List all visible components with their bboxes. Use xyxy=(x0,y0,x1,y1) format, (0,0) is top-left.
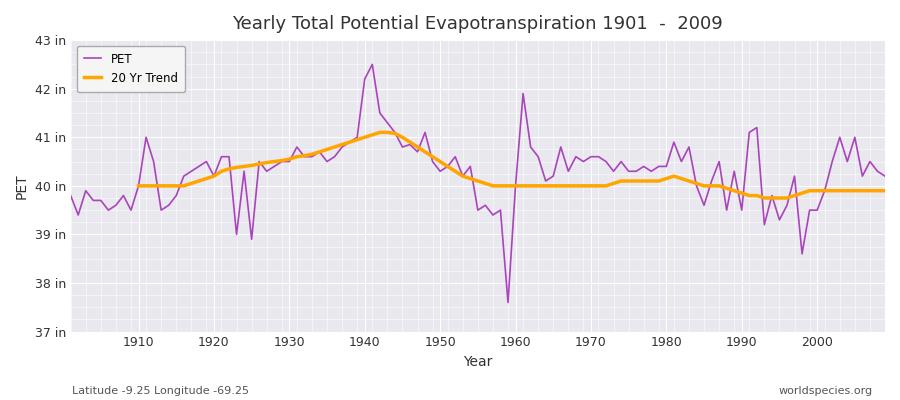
PET xyxy=(292,144,302,149)
PET xyxy=(502,300,513,305)
PET xyxy=(126,208,137,212)
Line: 20 Yr Trend: 20 Yr Trend xyxy=(139,132,885,198)
20 Yr Trend xyxy=(759,196,769,200)
PET xyxy=(367,62,378,67)
Line: PET: PET xyxy=(71,64,885,302)
Text: worldspecies.org: worldspecies.org xyxy=(778,386,873,396)
20 Yr Trend xyxy=(526,184,536,188)
20 Yr Trend xyxy=(374,130,385,135)
20 Yr Trend xyxy=(133,184,144,188)
20 Yr Trend xyxy=(879,188,890,193)
PET xyxy=(337,144,347,149)
Legend: PET, 20 Yr Trend: PET, 20 Yr Trend xyxy=(76,46,184,92)
20 Yr Trend xyxy=(834,188,845,193)
PET xyxy=(616,159,626,164)
PET xyxy=(526,144,536,149)
Text: Latitude -9.25 Longitude -69.25: Latitude -9.25 Longitude -69.25 xyxy=(72,386,249,396)
PET xyxy=(879,174,890,178)
20 Yr Trend xyxy=(857,188,868,193)
Title: Yearly Total Potential Evapotranspiration 1901  -  2009: Yearly Total Potential Evapotranspiratio… xyxy=(232,15,724,33)
PET xyxy=(66,193,77,198)
20 Yr Trend xyxy=(586,184,597,188)
20 Yr Trend xyxy=(307,152,318,157)
Y-axis label: PET: PET xyxy=(15,173,29,199)
PET xyxy=(518,91,528,96)
X-axis label: Year: Year xyxy=(464,355,492,369)
20 Yr Trend xyxy=(276,158,287,163)
